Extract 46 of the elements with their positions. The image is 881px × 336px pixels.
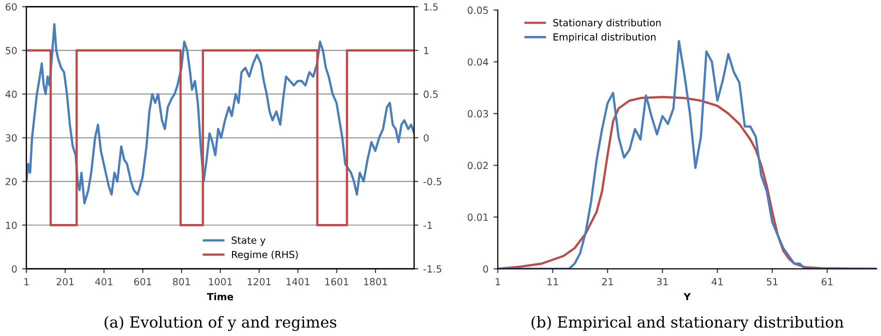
- x-tick-label: 1201: [248, 278, 271, 286]
- x-tick-label: 1: [24, 278, 29, 286]
- x-tick-label: 401: [95, 278, 112, 286]
- x-tick-label: 1601: [325, 278, 348, 286]
- legend-label: Regime (RHS): [232, 250, 298, 260]
- text: (b) Empirical and stationary distribution: [532, 316, 844, 331]
- y-tick-label: 0.04: [468, 58, 488, 66]
- x-axis-title: Time: [206, 292, 234, 300]
- y2-tick-label: -1: [424, 222, 432, 229]
- y-tick-label: 60: [6, 3, 17, 11]
- y-tick-label: 0: [12, 265, 17, 273]
- x-tick-label: 11: [548, 278, 558, 286]
- x-tick-label: 61: [822, 278, 832, 286]
- y2-tick-label: 0.5: [424, 90, 438, 98]
- x-tick-label: 41: [712, 278, 723, 286]
- x-tick-label: 1001: [209, 278, 232, 286]
- legend-label: Empirical distribution: [554, 33, 656, 43]
- y-tick-label: 0.02: [468, 162, 488, 170]
- y-tick-label: 0.03: [468, 110, 488, 118]
- y-tick-label: 50: [6, 46, 17, 54]
- y2-tick-label: -0.5: [424, 178, 442, 186]
- y-tick-label: 0.05: [468, 6, 488, 14]
- y2-tick-label: 1.5: [424, 3, 438, 11]
- x-tick-label: 1: [496, 278, 500, 286]
- x-tick-label: 51: [766, 278, 778, 286]
- text: (a) Evolution of y and regimes: [104, 316, 336, 331]
- legend-label: Stationary distribution: [553, 18, 661, 28]
- x-tick-label: 601: [134, 278, 152, 286]
- y-tick-label: 0.01: [468, 214, 488, 221]
- y-tick-label: 10: [6, 222, 17, 229]
- x-tick-label: 1801: [364, 278, 387, 286]
- y-tick-label: 30: [6, 134, 17, 142]
- line-series: [26, 23, 414, 204]
- x-axis-title: Y: [684, 293, 691, 300]
- x-tick-label: 801: [172, 278, 190, 286]
- x-tick-label: 21: [602, 278, 613, 286]
- y2-tick-label: -1.5: [424, 265, 442, 273]
- legend-label: State y: [232, 236, 266, 246]
- x-tick-label: 201: [56, 278, 74, 286]
- y-tick-label: 20: [6, 178, 17, 186]
- y2-tick-label: 0: [424, 134, 429, 142]
- x-tick-label: 31: [657, 278, 668, 286]
- y-tick-label: 40: [6, 90, 17, 98]
- x-tick-label: 1401: [286, 278, 310, 286]
- y2-tick-label: 1: [424, 47, 428, 54]
- y-tick-label: 0: [483, 265, 488, 273]
